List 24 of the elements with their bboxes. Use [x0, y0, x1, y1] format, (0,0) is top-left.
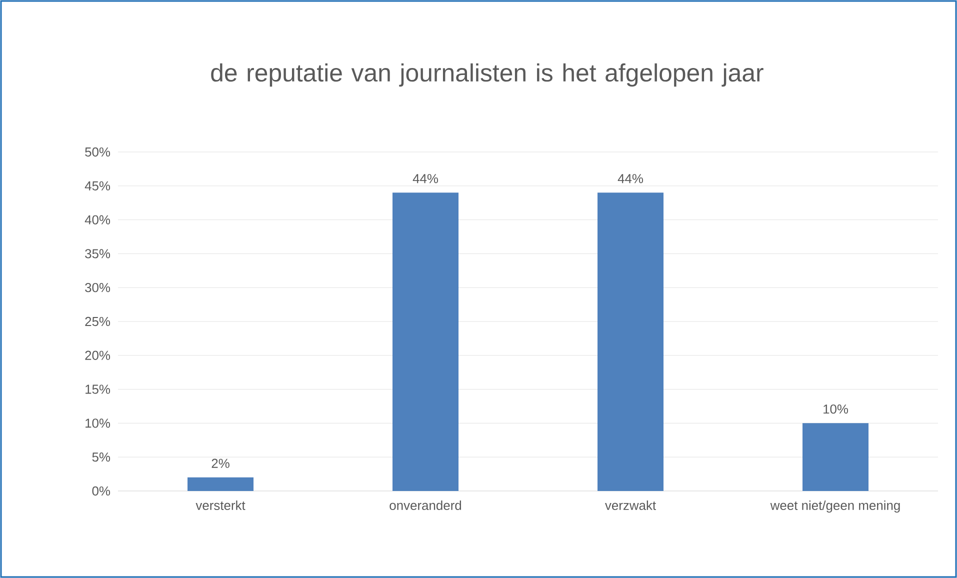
data-label: 44% [618, 174, 644, 184]
y-tick-label: 50% [85, 147, 110, 157]
data-label: 44% [412, 174, 438, 184]
bar [188, 477, 254, 491]
x-tick-label: weet niet/geen mening [770, 500, 900, 513]
data-label: 10% [824, 404, 848, 414]
bar [598, 192, 664, 491]
y-tick-label: 30% [85, 282, 110, 292]
y-tick-label: 35% [85, 249, 110, 258]
data-label: 2% [212, 458, 230, 468]
y-tick-label: 40% [84, 215, 110, 224]
chart-title: de reputatie van journalisten is het afgelopen jaar [211, 63, 764, 87]
y-tick-label: 5% [92, 452, 110, 462]
y-tick-label: 45% [84, 181, 110, 190]
y-tick-label: 20% [85, 350, 110, 360]
y-tick-label: 15% [86, 384, 110, 394]
x-tick-label: verzwakt [605, 500, 656, 510]
y-tick-label: 10% [86, 418, 110, 428]
bar [802, 423, 869, 491]
x-tick-label: onveranderd [390, 500, 462, 510]
y-tick-label: 0% [92, 486, 110, 496]
bar [392, 192, 459, 491]
x-tick-label: versterkt [196, 500, 246, 510]
y-tick-label: 25% [85, 316, 110, 326]
